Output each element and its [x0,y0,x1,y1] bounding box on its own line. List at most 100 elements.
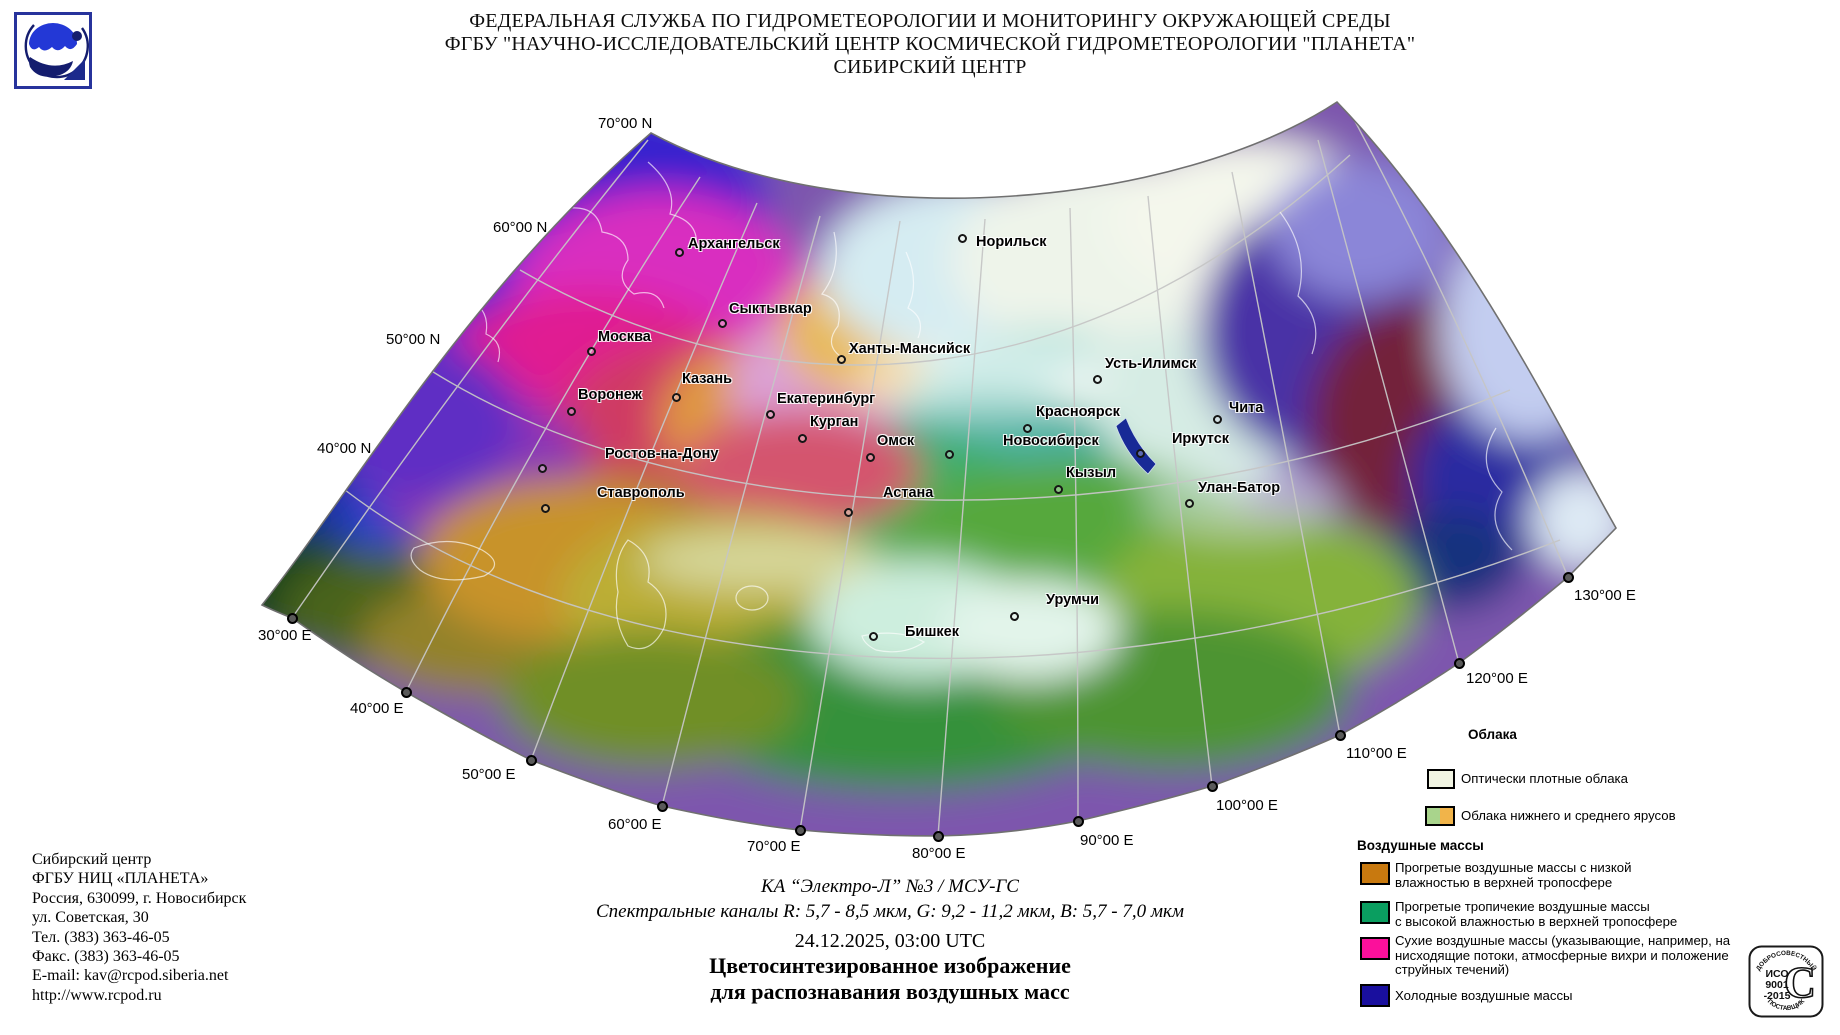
city-label: Усть-Илимск [1105,356,1197,372]
city-dot [1136,449,1145,458]
city-label: Екатеринбург [777,391,876,407]
stamp-c-letter: C [1784,958,1816,1007]
city-label: Москва [598,329,651,345]
city-label: Улан-Батор [1198,480,1281,496]
contact-email: E-mail: kav@rcpod.siberia.net [32,967,229,985]
city-dot [672,393,681,402]
graticule-dot [526,755,537,766]
city-dot [1093,375,1102,384]
contact-line: Россия, 630099, г. Новосибирск [32,889,247,907]
city-dot [869,632,878,641]
product-title-line-2: для распознавания воздушных масс [710,979,1070,1004]
city-label: Архангельск [688,236,780,252]
city-label: Казань [682,371,733,387]
dense-clouds-swatch [1427,769,1455,789]
city-label: Красноярск [1036,404,1120,420]
longitude-label: 40°00 E [350,700,404,717]
graticule-dot [1335,730,1346,741]
product-title-line-1: Цветосинтезированное изображение [709,953,1071,978]
graticule-dot [933,831,944,842]
product-info: КА “Электро-Л” №3 / МСУ-ГС Спектральные … [440,874,1340,1005]
longitude-label: 130°00 E [1574,587,1636,604]
city-dot [958,234,967,243]
satellite-name: КА “Электро-Л” №3 / МСУ-ГС [761,876,1019,897]
city-dot [1054,485,1063,494]
city-dot [1010,612,1019,621]
graticule-dot [1207,781,1218,792]
spectral-channels: Спектральные каналы R: 5,7 - 8,5 мкм, G:… [595,901,1185,922]
low-mid-clouds-label: Облака нижнего и среднего ярусов [1461,808,1676,823]
graticule-dot [287,613,298,624]
logo-swoosh-icon [29,57,73,77]
warm-tropical-label: Прогретые тропичекие воздушные массы с в… [1395,899,1678,929]
low-mid-clouds-swatch [1425,806,1455,826]
swatch-right-half [1440,808,1453,824]
city-label: Омск [877,433,915,449]
latitude-label: 50°00 N [386,331,441,348]
contact-line: Сибирский центр [32,851,152,868]
city-dot [538,464,547,473]
contact-line: Факс. (383) 363-46-05 [32,948,180,966]
city-label: Ростов-на-Дону [605,446,719,462]
city-label: Бишкек [905,624,959,640]
header-line-1: ФЕДЕРАЛЬНАЯ СЛУЖБА ПО ГИДРОМЕТЕОРОЛОГИИ … [469,10,1391,32]
city-label: Новосибирск [1003,433,1099,449]
longitude-label: 90°00 E [1080,832,1134,849]
city-dot [567,407,576,416]
latitude-label: 40°00 N [317,440,372,457]
graticule-dot [795,825,806,836]
imagery-layer [262,102,1616,836]
product-datetime: 24.12.2025, 03:00 UTC [794,930,986,952]
contact-block: Сибирский центр ФГБУ НИЦ «ПЛАНЕТА» Росси… [32,850,246,1005]
contact-website: http://www.rcpod.ru [32,986,162,1004]
contact-line: Тел. (383) 363-46-05 [32,928,170,946]
longitude-label: 120°00 E [1466,670,1528,687]
latitude-label: 70°00 N [598,115,653,132]
warm-dry-swatch [1360,862,1390,885]
clouds-legend-title: Облака [1468,727,1517,742]
cold-air-swatch [1360,984,1390,1007]
longitude-label: 50°00 E [462,766,516,783]
graticule-dot [1454,658,1465,669]
iso-9001-stamp: ДОБРОСОВЕСТНЫЙ ПОСТАВЩИК C ИСО 9001 -201… [1748,945,1824,1018]
warm-dry-label: Прогретые воздушные массы с низкой влажн… [1395,860,1632,890]
contact-line: ФГБУ НИЦ «ПЛАНЕТА» [32,870,209,888]
planeta-logo [14,12,92,89]
logo-orbit-icon [24,24,89,79]
city-dot [541,504,550,513]
contact-line: ул. Советская, 30 [32,909,149,927]
swatch-left-half [1427,808,1440,824]
city-label: Астана [883,485,934,501]
graticule-dot [1563,572,1574,583]
city-label: Ханты-Мансийск [849,341,971,357]
city-dot [587,347,596,356]
header-line-2: ФГБУ "НАУЧНО-ИССЛЕДОВАТЕЛЬСКИЙ ЦЕНТР КОС… [444,33,1416,55]
city-label: Ставрополь [597,485,685,501]
latitude-label: 60°00 N [493,219,548,236]
graticule-dot [657,801,668,812]
longitude-label: 30°00 E [258,627,312,644]
city-label: Норильск [976,234,1047,250]
stamp-iso: ИСО [1765,968,1788,980]
city-dot [1185,499,1194,508]
city-label: Сыктывкар [729,301,812,317]
warm-tropical-swatch [1360,901,1390,924]
lake-baikal [1115,417,1157,475]
longitude-label: 70°00 E [747,838,801,855]
dense-clouds-label: Оптически плотные облака [1461,771,1628,786]
graticule-dot [1073,816,1084,827]
city-dot [766,410,775,419]
longitude-label: 110°00 E [1346,745,1407,762]
header-line-3: СИБИРСКИЙ ЦЕНТР [833,56,1027,78]
graticule-dot [401,687,412,698]
city-label: Чита [1229,400,1264,416]
city-label: Иркутск [1172,431,1230,447]
cold-air-label: Холодные воздушные массы [1395,988,1573,1003]
logo-satellite-icon [72,31,82,41]
longitude-label: 100°00 E [1216,797,1278,814]
stamp-9001: 9001 [1765,979,1789,991]
dry-air-swatch [1360,937,1390,960]
logo-triangle-icon [64,59,85,80]
